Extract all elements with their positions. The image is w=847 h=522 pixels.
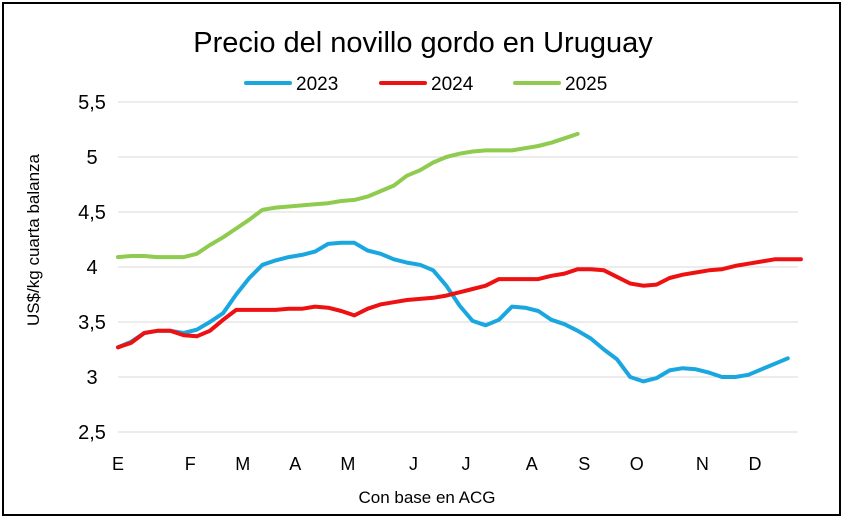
legend: 2023 2024 2025 — [244, 74, 607, 95]
x-tick-label: O — [630, 454, 644, 474]
chart-title: Precio del novillo gordo en Uruguay — [193, 27, 653, 59]
y-tick-label: 5,5 — [78, 92, 106, 114]
x-tick-label: A — [526, 454, 538, 474]
y-tick-label: 4,5 — [78, 202, 106, 224]
x-tick-label: A — [289, 454, 301, 474]
x-tick-label: D — [748, 454, 761, 474]
series-line-2023 — [116, 240, 790, 384]
legend-label-2025: 2025 — [565, 74, 607, 95]
x-axis-label: Con base en ACG — [358, 488, 495, 507]
legend-label-2023: 2023 — [296, 74, 338, 95]
legend-label-2024: 2024 — [431, 74, 474, 95]
y-tick-label: 3 — [86, 367, 97, 389]
x-tick-label: M — [235, 454, 250, 474]
x-tick-label: E — [112, 454, 124, 474]
y-axis-ticks: 5,5 5 4,5 4 3,5 3 2,5 — [78, 92, 106, 444]
x-tick-label: S — [578, 454, 590, 474]
y-tick-label: 3,5 — [78, 312, 106, 334]
gridlines — [118, 101, 798, 433]
chart-frame — [2, 2, 841, 516]
x-tick-label: N — [696, 454, 709, 474]
x-tick-label: F — [185, 454, 196, 474]
series-lines — [116, 131, 803, 384]
y-tick-label: 5 — [86, 147, 97, 169]
x-tick-label: M — [340, 454, 355, 474]
x-tick-label: J — [462, 454, 471, 474]
y-tick-label: 4 — [86, 257, 97, 279]
series-line-2025 — [116, 131, 580, 260]
series-line-2024 — [116, 257, 803, 350]
y-tick-label: 2,5 — [78, 422, 106, 444]
y-axis-label: US$/kg cuarta balanza — [24, 153, 43, 326]
x-tick-label: J — [409, 454, 418, 474]
